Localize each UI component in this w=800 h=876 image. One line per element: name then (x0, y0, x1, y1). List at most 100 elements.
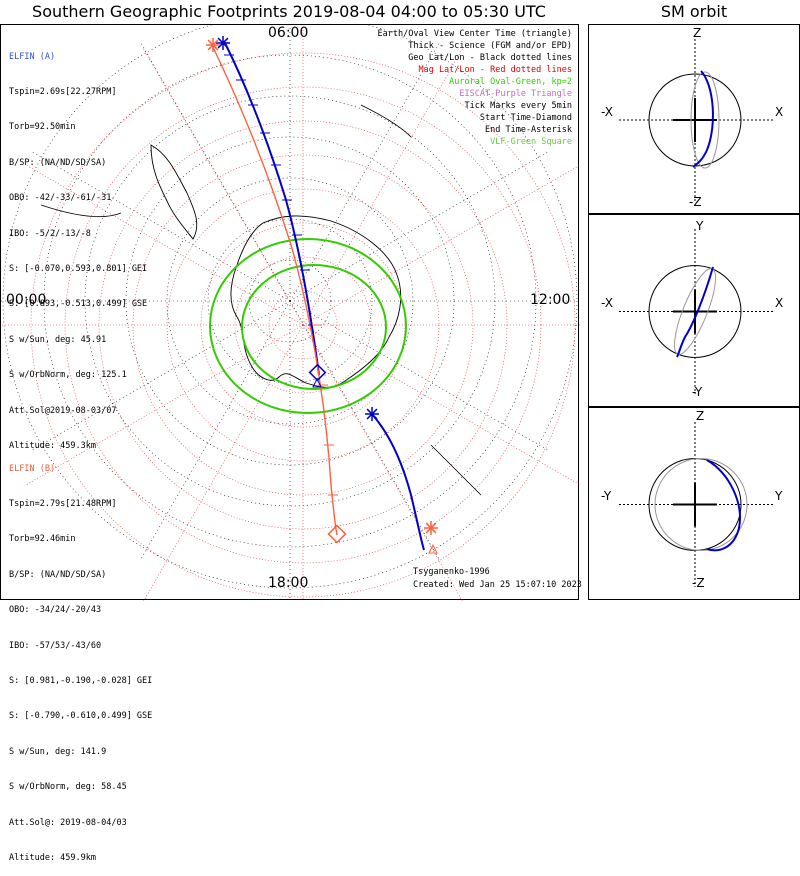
elfin-b-name: ELFIN (B) (9, 463, 56, 474)
legend-item: EISCAT-Purple Triangle (459, 89, 572, 99)
elfin-a-line: Torb=92.50min (9, 122, 76, 133)
elfin-a-line: IBO: -5/2/-13/-8 (9, 228, 91, 239)
legend-item: Auroral Oval-Green, kp=2 (449, 77, 572, 87)
elfin-a-sm-orbit (706, 459, 741, 552)
sm-axis-right: Y (775, 489, 783, 503)
mag-meridian (142, 47, 304, 326)
footprint-map-panel (0, 24, 580, 601)
elfin-b-line: Altitude: 459.9km (9, 852, 96, 863)
geo-lat-circle (43, 54, 537, 548)
elfin-a-sm-orbit (692, 70, 714, 168)
elfin-a-line: S: [0.893,-0.513,0.499] GSE (9, 299, 148, 310)
legend-item: VLF-Green Square (490, 137, 572, 147)
elfin-a-line: Tspin=2.69s[22.27RPM] (9, 86, 117, 97)
sm-orbit-yz (619, 422, 773, 587)
elfin-a-line: B/SP: (NA/ND/SD/SA) (9, 157, 107, 168)
sm-axis-top: Z (696, 409, 705, 423)
elfin-b-line: Att.Sol@: 2019-08-04/03 (9, 817, 127, 828)
elfin-a-line: OBO: -42/-33/-61/-31 (9, 193, 112, 204)
mag-lat-circle (234, 256, 372, 394)
elfin-a-sm-orbit (676, 266, 714, 358)
elfin-a-line: S w/Sun, deg: 45.91 (9, 334, 107, 345)
elfin-a-track-south (370, 412, 425, 551)
geo-meridian (289, 150, 550, 302)
legend-item: Start Time-Diamond (479, 113, 572, 123)
geo-meridian (139, 300, 291, 561)
view-center-triangle (312, 377, 322, 388)
elfin-b-line: OBO: -34/24/-20/43 (9, 605, 102, 616)
elfin-b-line: S w/OrbNorm, deg: 58.45 (9, 782, 127, 793)
elfin-b-line: S: [0.981,-0.190,-0.028] GEI (9, 675, 153, 686)
elfin-a-line: Att.Sol@2019-08-03/07 (9, 405, 117, 416)
sm-panel-yz: Z -Z -Y Y (588, 407, 800, 600)
legend-item: End Time-Asterisk (485, 125, 572, 135)
mag-meridian (302, 164, 580, 326)
geo-meridian (289, 300, 550, 452)
sm-axis-top: Z (693, 26, 702, 40)
elfin-b-line: Torb=92.46min (9, 534, 76, 545)
elfin-a-line: Altitude: 459.3km (9, 440, 96, 451)
mag-lat-circle (132, 154, 474, 496)
elfin-b-track (210, 42, 338, 536)
mlt-label-left: 00:00 (6, 292, 47, 308)
elfin-b-line: IBO: -57/53/-43/60 (9, 640, 102, 651)
mlt-label-top: 06:00 (268, 25, 309, 41)
elfin-a-end-asterisk (216, 36, 230, 50)
sm-orbit-xz (619, 39, 773, 201)
geo-lat-circle (2, 25, 578, 589)
plot-title: Southern Geographic Footprints 2019-08-0… (32, 2, 546, 21)
antarctica-coastline (230, 215, 402, 388)
geo-lat-circle (166, 177, 414, 425)
elfin-b-sm-orbit (690, 71, 720, 169)
elfin-b-line: S w/Sun, deg: 141.9 (9, 746, 107, 757)
legend-item: Tick Marks every 5min (464, 101, 572, 111)
elfin-b-sm-orbit (654, 458, 748, 551)
elfin-a-name: ELFIN (A) (9, 51, 56, 62)
mlt-label-right: 12:00 (530, 292, 571, 308)
coastline-fragments (40, 104, 482, 496)
footprint-map (1, 25, 580, 601)
legend-item: Mag Lat/Lon - Red dotted lines (418, 65, 572, 75)
mag-meridian (25, 324, 304, 486)
sm-panel-xz: Z -Z -X X (588, 24, 800, 214)
elfin-b-info: ELFIN (B) Tspin=2.79s[21.48RPM] Torb=92.… (9, 440, 152, 876)
elfin-a-line: S w/OrbNorm, deg: 125.1 (9, 370, 127, 381)
elfin-a-track-north (223, 40, 320, 376)
elfin-b-start-diamond (327, 524, 347, 544)
elfin-b-line: B/SP: (NA/ND/SD/SA) (9, 569, 107, 580)
auroral-oval-outer (209, 238, 407, 414)
sm-panel-xy: Y -Y -X X (588, 214, 800, 407)
sm-axis-right: X (775, 105, 784, 119)
sm-axis-top: Y (696, 219, 704, 233)
model-credit: Tsyganenko-1996 (413, 567, 490, 577)
elfin-a-start-diamond (308, 363, 327, 382)
elfin-b-line: Tspin=2.79s[21.48RPM] (9, 498, 117, 509)
sm-axis-left: -X (601, 105, 613, 119)
sm-orbit-xy (619, 229, 773, 394)
elfin-b-asterisk-south (424, 521, 438, 535)
geo-meridian (139, 41, 291, 302)
sm-orbit-title: SM orbit (660, 2, 728, 21)
auroral-oval-inner (241, 264, 387, 390)
coastline-south-america (150, 144, 198, 240)
elfin-b-end-asterisk (206, 38, 220, 52)
mag-meridian (302, 324, 580, 486)
sm-axis-bottom: -Y (692, 385, 703, 399)
legend-item: Thick - Science (FGM and/or EPD) (408, 41, 572, 51)
view-center-triangle (428, 543, 438, 554)
elfin-a-line: S: [-0.070,0.593,0.801] GEI (9, 263, 148, 274)
geo-lat-circle (207, 218, 373, 384)
elfin-b-line: S: [-0.790,-0.610,0.499] GSE (9, 711, 153, 722)
legend-item: Earth/Oval View Center Time (triangle) (377, 29, 572, 39)
elfin-a-info: ELFIN (A) Tspin=2.69s[22.27RPM] Torb=92.… (9, 28, 147, 464)
mag-meridian (143, 324, 304, 601)
map-legend: Earth/Oval View Center Time (triangle) Th… (378, 28, 572, 148)
sm-axis-left: -Y (601, 489, 612, 503)
sm-axis-bottom: -Z (689, 195, 702, 209)
mag-meridian (302, 324, 463, 601)
mag-meridian (25, 164, 304, 326)
sm-axis-bottom: -Z (692, 576, 705, 590)
created-timestamp: Created: Wed Jan 25 15:07:10 2023 (413, 580, 582, 590)
legend-item: Geo Lat/Lon - Black dotted lines (408, 53, 572, 63)
elfin-a-asterisk-south (365, 407, 379, 421)
